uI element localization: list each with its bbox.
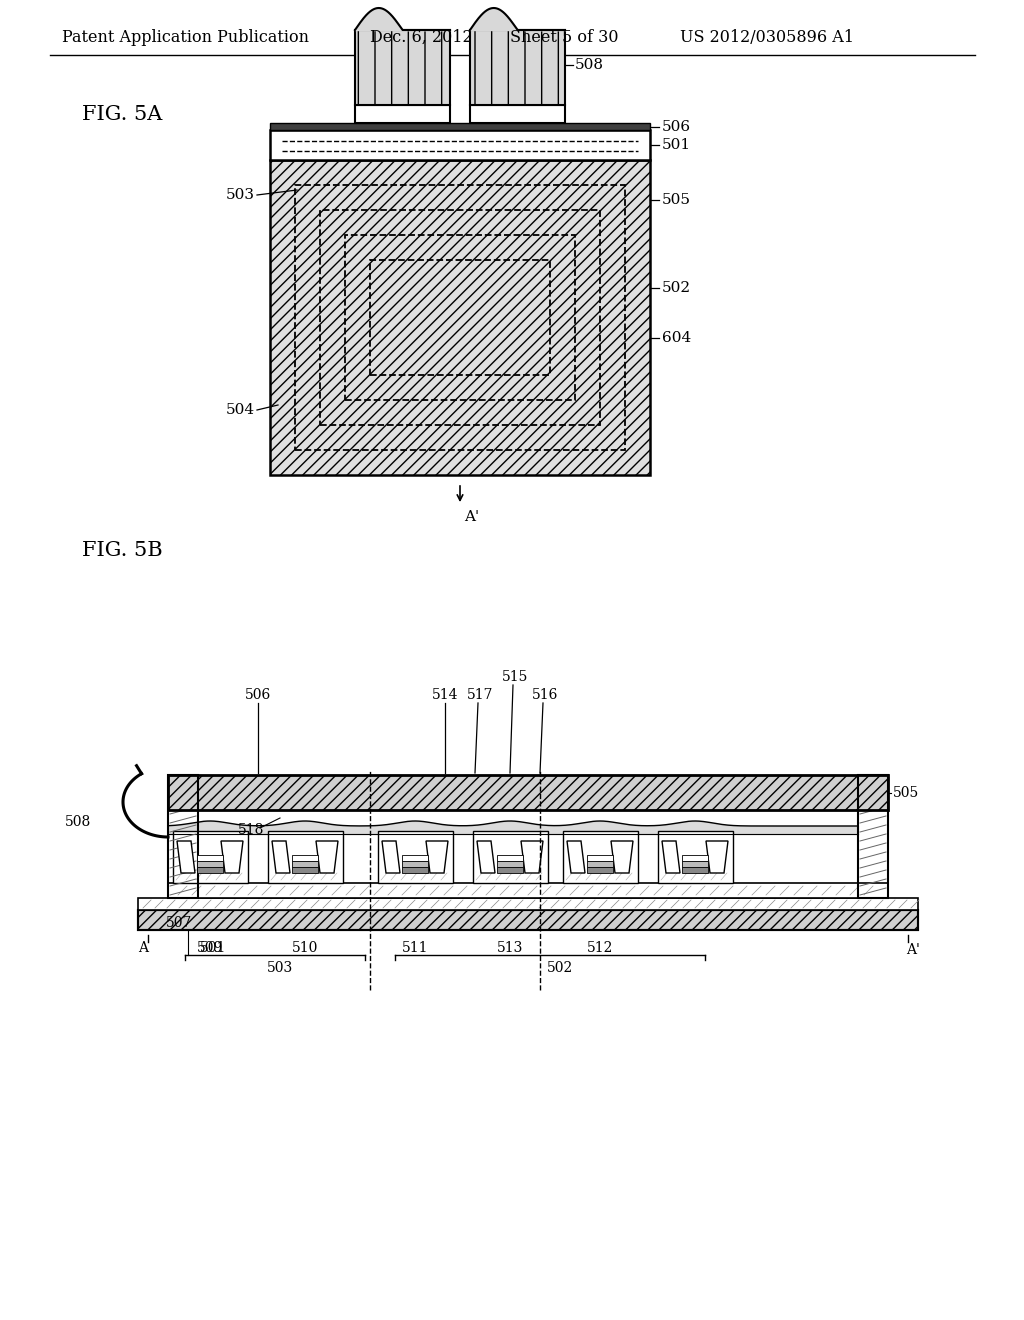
Bar: [682, 855, 708, 861]
Polygon shape: [426, 841, 449, 873]
Text: 502: 502: [547, 961, 573, 975]
Bar: [473, 832, 548, 883]
Text: 508: 508: [575, 58, 604, 73]
Bar: [355, 30, 450, 106]
Bar: [587, 867, 613, 873]
Bar: [497, 867, 523, 873]
Text: 507: 507: [166, 916, 193, 931]
Text: 509: 509: [197, 941, 223, 954]
Text: 505: 505: [893, 785, 920, 800]
Bar: [682, 867, 708, 873]
Text: A: A: [138, 941, 148, 954]
Bar: [292, 867, 318, 873]
Polygon shape: [521, 841, 543, 873]
Polygon shape: [221, 841, 243, 873]
Bar: [197, 861, 223, 867]
Text: FIG. 5B: FIG. 5B: [82, 540, 163, 560]
Text: 517: 517: [467, 688, 494, 702]
Bar: [345, 235, 575, 400]
Bar: [138, 898, 918, 909]
Bar: [292, 861, 318, 867]
Polygon shape: [611, 841, 633, 873]
Text: 503: 503: [226, 187, 255, 202]
Text: 515: 515: [502, 671, 528, 684]
Text: US 2012/0305896 A1: US 2012/0305896 A1: [680, 29, 854, 45]
Text: 512: 512: [587, 941, 613, 954]
Bar: [355, 106, 450, 123]
Text: 503: 503: [267, 961, 293, 975]
Bar: [197, 867, 223, 873]
Text: A': A': [464, 510, 479, 524]
Text: 518: 518: [238, 822, 264, 837]
Bar: [370, 260, 550, 375]
Text: 511: 511: [401, 941, 428, 954]
Text: 505: 505: [662, 193, 691, 207]
Bar: [587, 861, 613, 867]
Text: 516: 516: [531, 688, 558, 702]
Bar: [587, 855, 613, 861]
Bar: [378, 832, 453, 883]
Bar: [268, 832, 343, 883]
Text: 504: 504: [226, 403, 255, 417]
Bar: [682, 861, 708, 867]
Polygon shape: [477, 841, 495, 873]
Polygon shape: [567, 841, 585, 873]
Bar: [270, 129, 650, 160]
Text: A': A': [906, 942, 920, 957]
Bar: [858, 775, 888, 898]
Bar: [270, 123, 650, 129]
Bar: [497, 855, 523, 861]
Text: Dec. 6, 2012: Dec. 6, 2012: [370, 29, 473, 45]
Polygon shape: [177, 841, 195, 873]
Text: 604: 604: [662, 331, 691, 345]
Bar: [168, 775, 198, 898]
Text: Patent Application Publication: Patent Application Publication: [62, 29, 309, 45]
Bar: [138, 909, 918, 931]
Text: 502: 502: [662, 281, 691, 294]
Text: FIG. 5A: FIG. 5A: [82, 106, 163, 124]
Bar: [197, 855, 223, 861]
Bar: [168, 775, 888, 810]
Polygon shape: [382, 841, 400, 873]
Text: Sheet 5 of 30: Sheet 5 of 30: [510, 29, 618, 45]
Polygon shape: [706, 841, 728, 873]
Text: 513: 513: [497, 941, 523, 954]
Bar: [563, 832, 638, 883]
Bar: [138, 909, 918, 931]
Bar: [173, 832, 248, 883]
Polygon shape: [662, 841, 680, 873]
Bar: [658, 832, 733, 883]
Bar: [402, 861, 428, 867]
Bar: [402, 855, 428, 861]
Text: 506: 506: [662, 120, 691, 135]
Bar: [292, 855, 318, 861]
Bar: [470, 106, 565, 123]
Bar: [168, 883, 888, 898]
Bar: [270, 160, 650, 475]
Bar: [295, 185, 625, 450]
Text: 508: 508: [65, 814, 91, 829]
Text: 514: 514: [432, 688, 459, 702]
Bar: [497, 861, 523, 867]
Text: 510: 510: [292, 941, 318, 954]
Polygon shape: [316, 841, 338, 873]
Polygon shape: [272, 841, 290, 873]
Text: 506: 506: [245, 688, 271, 702]
Bar: [402, 867, 428, 873]
Text: 501: 501: [662, 139, 691, 152]
Bar: [319, 210, 600, 425]
Bar: [470, 30, 565, 106]
Text: 501: 501: [200, 941, 226, 954]
